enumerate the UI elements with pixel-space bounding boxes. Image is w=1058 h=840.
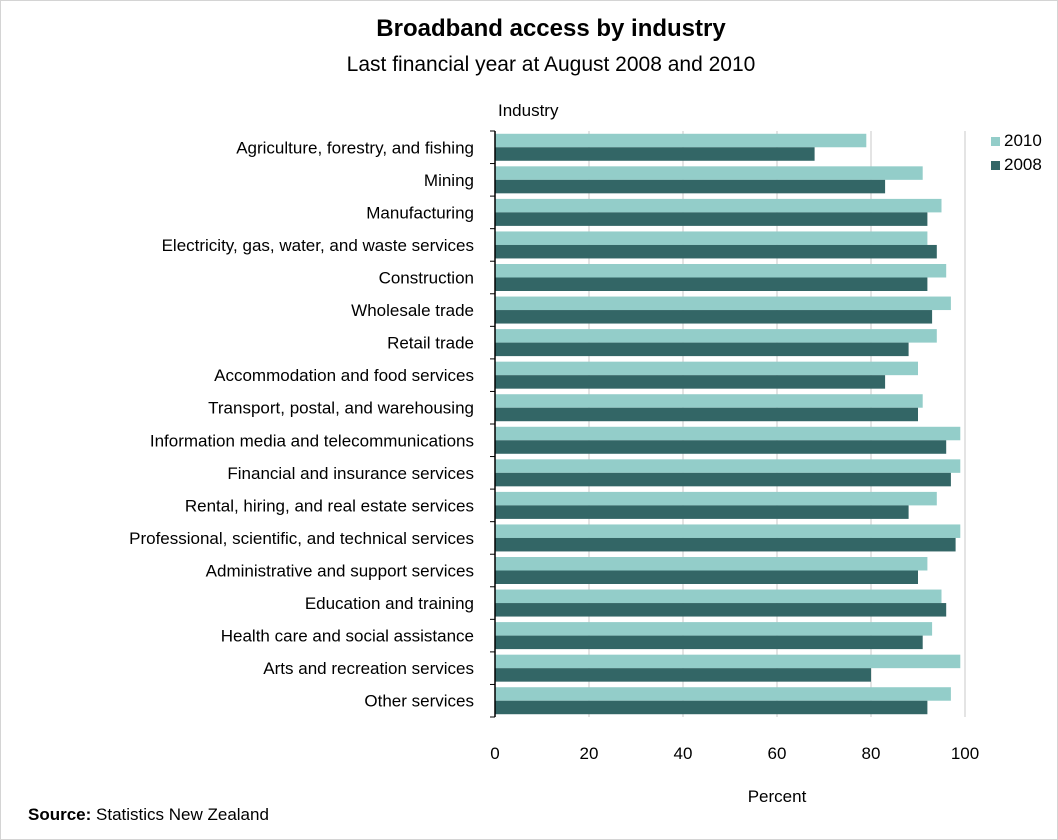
y-tick-label: Construction [379,269,474,288]
bar-2008 [495,603,947,617]
bar-2010 [495,557,928,571]
legend-label-2008: 2008 [1004,155,1042,174]
bar-2008 [495,635,923,650]
bar-2010 [495,524,961,538]
y-tick-label: Rental, hiring, and real estate services [185,496,474,515]
bar-2008 [495,505,909,519]
y-tick-label: Mining [424,171,474,190]
y-tick-label: Retail trade [387,334,474,353]
source-text: Statistics New Zealand [91,805,269,824]
y-axis-title: Industry [498,101,559,120]
chart-title: Broadband access by industry [376,15,726,42]
bar-2008 [495,212,928,226]
bar-2008 [495,700,928,715]
bar-2010 [495,394,923,408]
y-tick-label: Health care and social assistance [221,627,474,646]
x-tick-label: 40 [674,744,693,763]
legend-swatch-2010 [991,136,1000,146]
x-tick-label: 100 [951,744,979,763]
y-tick-label: Electricity, gas, water, and waste servi… [162,236,474,255]
bar-2010 [495,296,951,311]
y-tick-label: Financial and insurance services [227,464,474,483]
bar-2008 [495,277,928,291]
bar-2010 [495,622,933,636]
x-tick-label: 60 [768,744,787,763]
bar-2008 [495,537,956,552]
source-prefix: Source: [28,805,92,824]
bar-2010 [495,491,937,506]
source-note: Source: Statistics New Zealand [28,805,269,825]
y-tick-label: Wholesale trade [351,301,474,320]
y-tick-label: Transport, postal, and warehousing [208,399,474,418]
legend-swatch-2008 [991,160,1000,170]
bar-2010 [495,198,942,213]
bar-2008 [495,668,871,682]
y-tick-label: Agriculture, forestry, and fishing [236,138,474,157]
legend-item-2008: 2008 [991,153,1042,177]
x-axis-title: Percent [747,787,807,806]
y-tick-label: Professional, scientific, and technical … [129,529,474,548]
legend-item-2010: 2010 [991,129,1042,153]
bar-2008 [495,342,909,357]
x-tick-label: 80 [862,744,881,763]
bar-2008 [495,407,918,422]
bar-2010 [495,264,947,278]
bar-2008 [495,244,937,259]
bar-2008 [495,179,886,194]
y-tick-label: Accommodation and food services [214,366,474,385]
chart-subtitle: Last financial year at August 2008 and 2… [346,53,756,76]
bar-2010 [495,654,961,669]
bar-2010 [495,166,923,180]
bar-2010 [495,589,942,604]
y-tick-label: Information media and telecommunications [150,431,474,450]
y-tick-label: Manufacturing [366,203,474,222]
legend: 2010 2008 [991,129,1042,177]
bar-2010 [495,133,867,148]
y-tick-label: Education and training [305,594,474,613]
y-tick-label: Arts and recreation services [263,659,474,678]
legend-label-2010: 2010 [1004,131,1042,150]
bar-2010 [495,426,961,441]
bar-2008 [495,440,947,454]
bar-2008 [495,570,918,584]
bar-2008 [495,147,815,161]
bar-2008 [495,310,933,324]
bar-2008 [495,375,886,389]
y-tick-label: Other services [364,692,474,711]
x-tick-label: 20 [580,744,599,763]
bar-2010 [495,361,918,376]
bar-2010 [495,459,961,473]
bar-2010 [495,687,951,701]
y-tick-label: Administrative and support services [206,562,474,581]
x-tick-label: 0 [490,744,499,763]
bar-2010 [495,231,928,245]
bar-2008 [495,472,951,487]
bar-2010 [495,329,937,343]
